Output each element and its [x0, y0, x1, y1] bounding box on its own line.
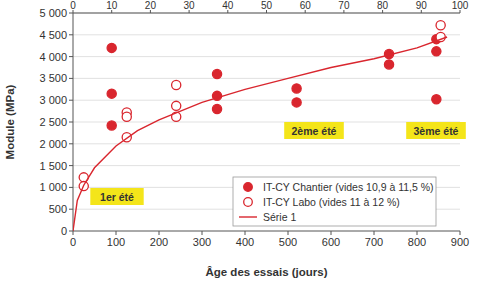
legend-label: Série 1 [263, 211, 296, 223]
legend-swatch [244, 183, 253, 192]
annotation: 1er été [100, 191, 134, 203]
x2-tick-label: 0 [70, 0, 76, 11]
point [384, 60, 393, 69]
grid-line [73, 56, 460, 57]
x2-tick-label: 20 [145, 0, 157, 11]
x-tick-label: 100 [107, 236, 125, 248]
point [292, 98, 301, 107]
x-tick [374, 231, 375, 235]
point [107, 43, 116, 52]
y-tick [69, 34, 73, 35]
x2-tick-label: 10 [106, 0, 118, 11]
y-tick-label: 4 000 [39, 51, 67, 63]
series-line [73, 37, 447, 231]
point [122, 112, 131, 121]
x-tick-label: 400 [236, 236, 254, 248]
y-tick-label: 5 000 [39, 7, 67, 19]
y-tick-label: 1 500 [39, 160, 67, 172]
point [107, 89, 116, 98]
grid-line [73, 100, 460, 101]
point [107, 121, 116, 130]
grid-line [73, 78, 460, 79]
y-tick [69, 100, 73, 101]
annotation-box [284, 122, 344, 139]
x-tick-label: 500 [279, 236, 297, 248]
y-tick [69, 13, 73, 14]
x-tick-label: 800 [408, 236, 426, 248]
x-tick [202, 231, 203, 235]
x2-tick-label: 100 [452, 0, 469, 11]
x2-tick-label: 40 [222, 0, 234, 11]
x-tick [288, 231, 289, 235]
point [212, 69, 221, 78]
x-tick [331, 231, 332, 235]
x2-tick-label: 60 [300, 0, 312, 11]
x2-tick-label: 90 [416, 0, 428, 11]
grid-line [73, 165, 460, 166]
x-tick-label: 300 [193, 236, 211, 248]
y-tick [69, 187, 73, 188]
x2-tick-label: 30 [184, 0, 196, 11]
y-tick [69, 165, 73, 166]
y-axis-title: Module (MPa) [4, 84, 16, 159]
y-tick [69, 78, 73, 79]
x-tick [116, 231, 117, 235]
x-tick [73, 231, 74, 235]
annotation-box [406, 122, 466, 139]
y-tick-label: 0 [61, 225, 67, 237]
x-tick [417, 231, 418, 235]
legend-swatch [244, 198, 253, 207]
y-tick-label: 1 000 [39, 181, 67, 193]
y-tick [69, 209, 73, 210]
annotation-box [90, 188, 143, 205]
point [172, 80, 181, 89]
point [432, 95, 441, 104]
y-tick [69, 143, 73, 144]
x-tick [460, 231, 461, 235]
point [172, 101, 181, 110]
y-tick-label: 500 [49, 203, 67, 215]
plot-area [73, 21, 447, 231]
x-tick-label: 700 [365, 236, 383, 248]
x2-tick-label: 70 [338, 0, 350, 11]
y-tick-label: 3 500 [39, 72, 67, 84]
legend [233, 177, 436, 226]
x2-tick-label: 80 [377, 0, 389, 11]
point [432, 47, 441, 56]
y-tick [69, 56, 73, 57]
y-tick-label: 2 500 [39, 116, 67, 128]
point [436, 21, 445, 30]
legend-swatch [239, 216, 257, 217]
legend-label: IT-CY Labo (vides 11 à 12 %) [263, 196, 400, 208]
y-axis [73, 13, 74, 231]
point [212, 104, 221, 113]
y-tick-label: 3 000 [39, 94, 67, 106]
x-tick [159, 231, 160, 235]
chart: 05001 0001 5002 0002 5003 0003 5004 0004… [0, 0, 480, 288]
x2-tick-label: 50 [261, 0, 273, 11]
grid-line [73, 34, 460, 35]
x-tick-label: 600 [322, 236, 340, 248]
x-axis-title: Âge des essais (jours) [205, 266, 327, 278]
y-tick-label: 2 000 [39, 138, 67, 150]
x-tick-label: 0 [70, 236, 76, 248]
annotation: 2ème été [292, 125, 337, 137]
y-tick [69, 122, 73, 123]
x-tick-label: 200 [150, 236, 168, 248]
x-tick-label: 900 [451, 236, 469, 248]
grid-line [73, 143, 460, 144]
annotation: 3ème été [414, 125, 459, 137]
legend-label: IT-CY Chantier (vides 10,9 à 11,5 %) [263, 181, 434, 193]
grid-line [73, 122, 460, 123]
x-tick [245, 231, 246, 235]
y-tick [69, 231, 73, 232]
y-tick-label: 4 500 [39, 29, 67, 41]
x-axis [73, 231, 460, 232]
point [292, 84, 301, 93]
